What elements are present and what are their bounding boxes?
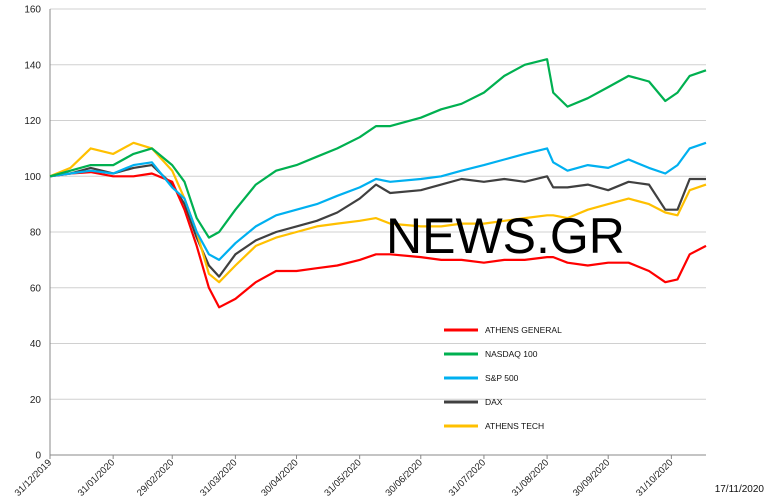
series-line bbox=[49, 171, 707, 309]
x-tick-label: 31/03/2020 bbox=[198, 457, 239, 498]
series-line bbox=[49, 141, 707, 261]
watermark-text: NEWS.GR bbox=[386, 208, 625, 264]
legend-label: S&P 500 bbox=[485, 373, 519, 383]
series-lines bbox=[49, 58, 707, 309]
y-tick-label: 160 bbox=[24, 5, 41, 16]
x-tick-label: 31/01/2020 bbox=[76, 457, 117, 498]
y-tick-label: 140 bbox=[24, 60, 41, 71]
x-tick-label: 31/07/2020 bbox=[447, 457, 488, 498]
x-tick-label: 30/04/2020 bbox=[259, 457, 300, 498]
legend-label: ATHENS GENERAL bbox=[485, 325, 562, 335]
x-tick-label: 30/09/2020 bbox=[571, 457, 612, 498]
legend-label: NASDAQ 100 bbox=[485, 349, 538, 359]
y-tick-label: 0 bbox=[35, 451, 41, 462]
y-tick-label: 20 bbox=[30, 395, 42, 406]
axes bbox=[49, 9, 706, 456]
x-axis-ticks: 31/12/2019 31/01/2020 29/02/2020 31/03/2020… bbox=[13, 455, 675, 499]
x-tick-label: 31/12/2019 bbox=[13, 457, 54, 498]
legend-label: ATHENS TECH bbox=[485, 421, 544, 431]
x-tick-label: 31/08/2020 bbox=[510, 457, 551, 498]
footer-date: 17/11/2020 bbox=[715, 484, 765, 495]
legend: ATHENS GENERAL NASDAQ 100 S&P 500 DAX ATHENS… bbox=[444, 325, 562, 431]
x-tick-label: 31/10/2020 bbox=[634, 457, 675, 498]
series-line bbox=[49, 58, 707, 239]
x-tick-label: 31/05/2020 bbox=[322, 457, 363, 498]
y-tick-label: 60 bbox=[30, 283, 42, 294]
y-tick-label: 100 bbox=[24, 172, 41, 183]
y-tick-label: 80 bbox=[30, 228, 42, 239]
x-tick-label: 30/06/2020 bbox=[384, 457, 425, 498]
x-tick-label: 29/02/2020 bbox=[135, 457, 176, 498]
y-tick-label: 120 bbox=[24, 116, 41, 127]
y-tick-label: 40 bbox=[30, 339, 42, 350]
y-axis-ticks: 0 20 40 60 80 100 120 140 160 bbox=[24, 5, 41, 462]
series-line bbox=[49, 164, 706, 278]
legend-label: DAX bbox=[485, 397, 503, 407]
series-line bbox=[49, 141, 707, 284]
